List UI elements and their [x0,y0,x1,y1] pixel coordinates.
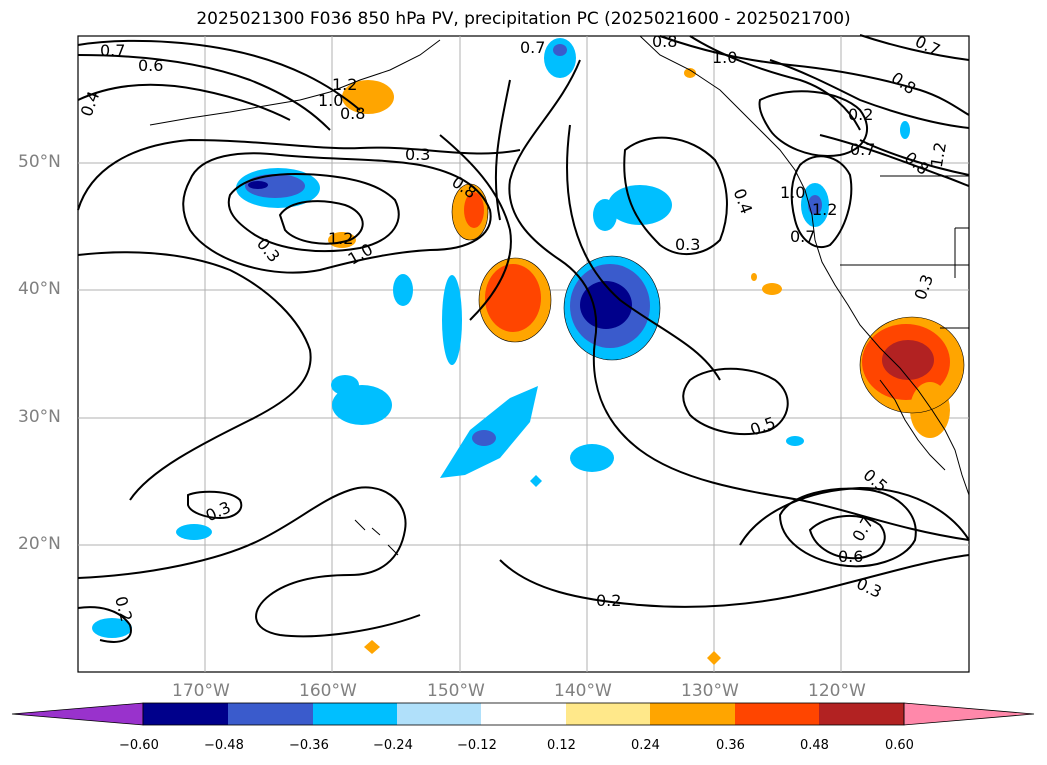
contour-label: 0.6 [138,56,163,75]
contour-label: 1.2 [332,75,357,94]
pv-contours [77,34,970,643]
precip-blob-gulf [544,38,576,78]
colorbar-tick: −0.60 [119,738,159,753]
contour-label: 0.2 [596,591,621,610]
colorbar-cell-3 [313,703,397,725]
contour-label: 0.7 [790,227,815,246]
contour-label: 0.8 [340,104,365,123]
lon-label-150w: 150°W [427,681,485,701]
contour-label: 0.3 [675,235,700,254]
colorbar-cell-5 [481,703,566,725]
colorbar-cell-9 [819,703,904,725]
colorbar-cell-6 [566,703,650,725]
contour-label: 1.0 [318,91,343,110]
lon-label-170w: 170°W [172,681,230,701]
map-frame [77,35,970,673]
colorbar [11,702,1035,726]
precip-negative-shading [92,38,910,638]
colorbar-cell-1 [143,703,228,725]
coastlines [149,35,970,556]
lon-label-120w: 120°W [808,681,866,701]
chart-title: 2025021300 F036 850 hPa PV, precipitatio… [196,9,851,29]
contour-label: 0.6 [838,547,863,566]
colorbar-cell-8 [735,703,819,725]
colorbar-tick: 0.36 [716,738,745,753]
contour-label: 1.2 [812,200,837,219]
contour-label: 0.2 [848,105,873,124]
contour-label: 0.8 [652,32,677,51]
contour-label: 0.7 [100,41,125,60]
colorbar-cell-10 [903,702,1035,726]
lon-label-140w: 140°W [554,681,612,701]
lat-label-40n: 40°N [18,279,61,299]
contour-label: 0.7 [850,140,875,159]
colorbar-tick: 0.24 [631,738,660,753]
colorbar-tick: −0.24 [373,738,413,753]
contour-label: 1.0 [712,48,737,67]
colorbar-tick: 0.12 [547,738,576,753]
lat-label-50n: 50°N [18,152,61,172]
colorbar-tick: 0.60 [885,738,914,753]
colorbar-tick: 0.48 [800,738,829,753]
colorbar-cell-4 [397,703,481,725]
colorbar-tick: −0.36 [289,738,329,753]
colorbar-cell-0 [11,702,144,726]
contour-label: 1.2 [927,141,950,169]
lon-label-130w: 130°W [681,681,739,701]
precip-outline [451,183,965,414]
contour-label: 0.3 [405,145,430,164]
colorbar-cell-7 [650,703,735,725]
lat-label-20n: 20°N [18,534,61,554]
contour-label: 1.2 [328,229,353,248]
colorbar-tick: −0.12 [457,738,497,753]
contour-label: 0.7 [520,38,545,57]
lon-label-160w: 160°W [299,681,357,701]
lat-label-30n: 30°N [18,407,61,427]
colorbar-tick: −0.48 [204,738,244,753]
contour-label: 1.0 [780,183,805,202]
colorbar-cell-2 [228,703,313,725]
